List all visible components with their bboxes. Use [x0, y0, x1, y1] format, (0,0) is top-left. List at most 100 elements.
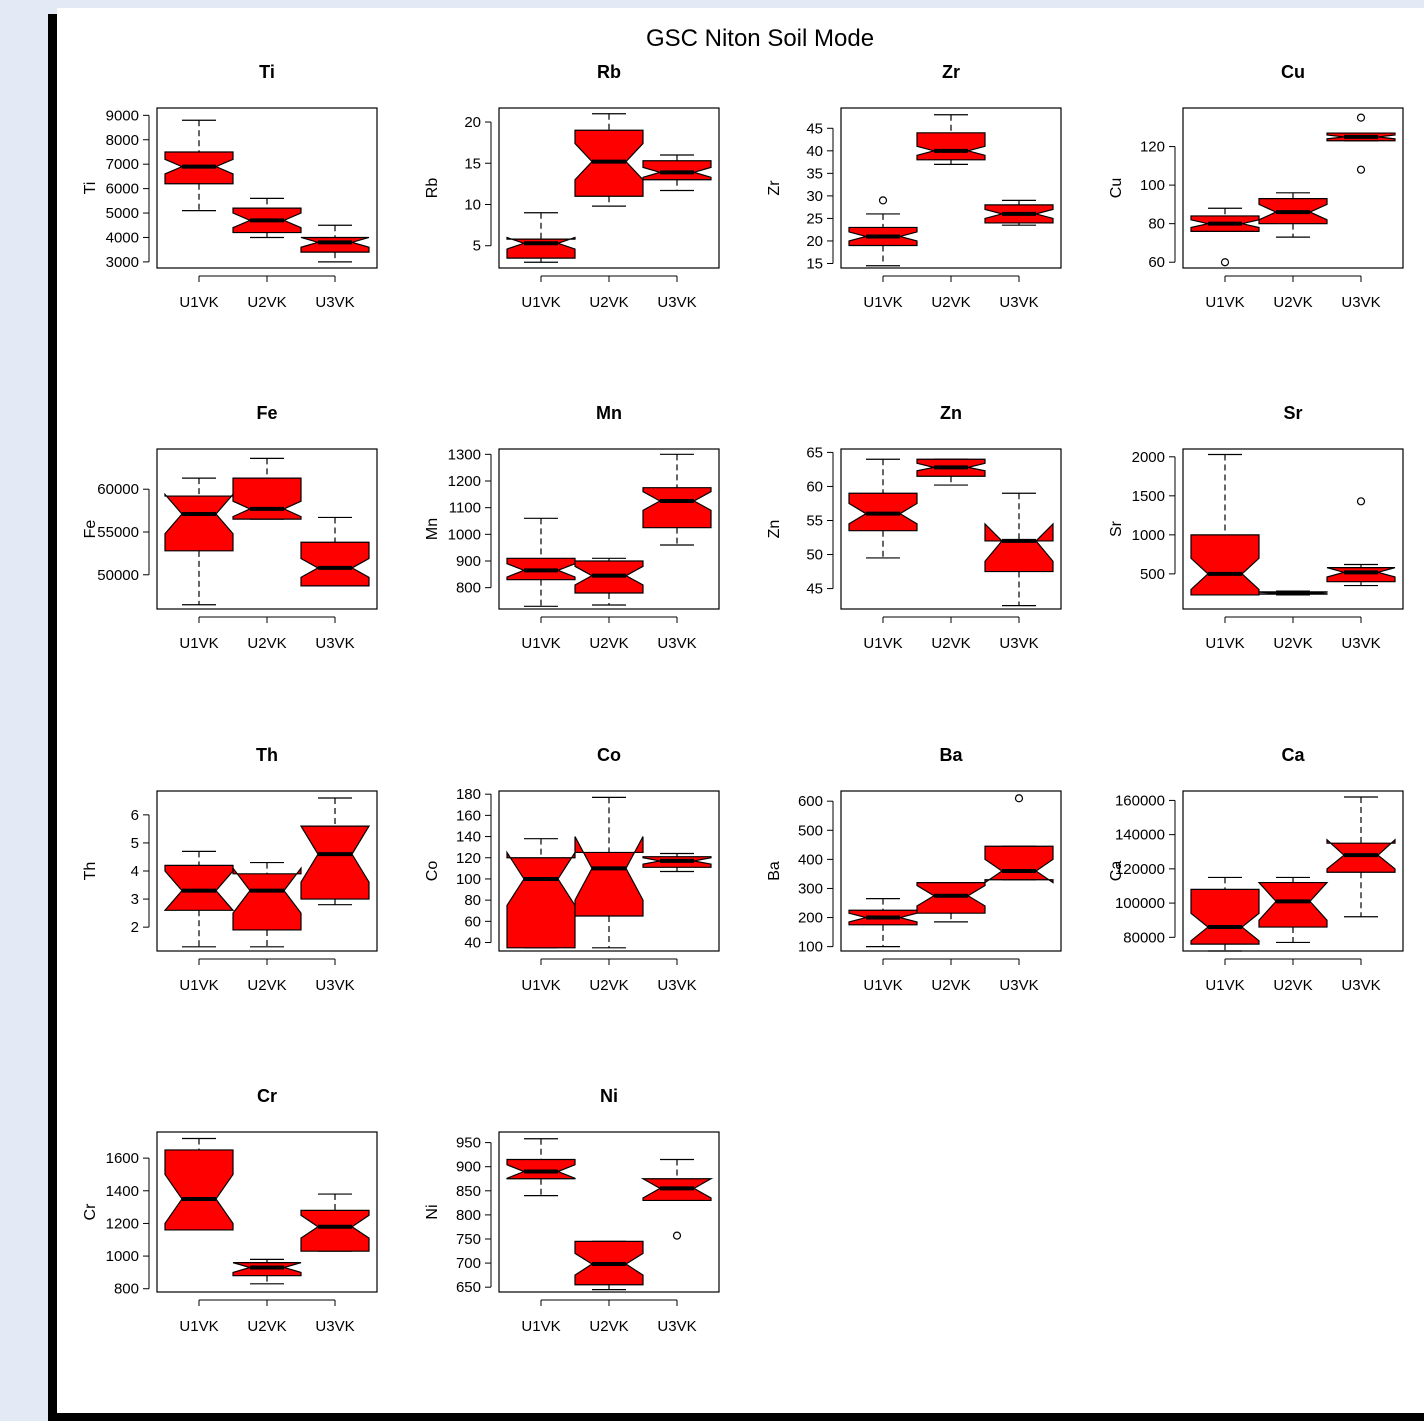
y-axis-label: Ba [766, 861, 783, 881]
panel-title: Zn [940, 403, 962, 423]
box-u3vk [642, 453, 712, 546]
x-tick-label: U3VK [315, 294, 354, 311]
x-tick-label: U3VK [315, 635, 354, 652]
panel-zr: Zr 15 20 25 30 35 40 45 Zr U1VK U2VK U3VK [766, 62, 1062, 311]
y-tick-label: 1200 [448, 473, 481, 490]
y-tick-label: 140000 [1115, 827, 1165, 844]
y-tick-label: 100 [798, 939, 823, 956]
y-tick-label: 30 [806, 188, 823, 205]
box-u3vk [300, 1193, 370, 1252]
y-tick-label: 100 [1140, 177, 1165, 194]
box-u3vk [984, 794, 1054, 884]
plot-frame [156, 790, 378, 952]
notched-box [506, 850, 576, 949]
panel-title: Zr [942, 62, 960, 82]
box-u2vk [1258, 192, 1328, 238]
y-tick-label: 1000 [1132, 527, 1165, 544]
y-tick-label: 60000 [97, 481, 139, 498]
box-u3vk [299, 797, 371, 906]
y-tick-label: 850 [456, 1183, 481, 1200]
y-tick-label: 120 [456, 850, 481, 867]
x-tick-label: U2VK [1273, 294, 1312, 311]
outlier-point [672, 1231, 682, 1240]
y-tick-label: 800 [114, 1281, 139, 1298]
y-tick-label: 55000 [97, 524, 139, 541]
box-u2vk [916, 114, 986, 165]
box-u2vk [574, 557, 644, 606]
y-tick-label: 35 [806, 165, 823, 182]
notched-box [300, 541, 370, 587]
box-u3vk [640, 1158, 714, 1240]
panel-th: Th 2 3 4 5 6 Th U1VK U2VK U3VK [82, 745, 378, 994]
x-tick-label: U1VK [1205, 977, 1244, 994]
y-tick-label: 25 [806, 210, 823, 227]
y-tick-label: 400 [798, 851, 823, 868]
x-tick-label: U2VK [931, 294, 970, 311]
box-u3vk [1326, 796, 1396, 918]
y-tick-label: 6000 [106, 181, 139, 198]
box-u1vk [506, 517, 576, 607]
panel-title: Cr [257, 1086, 277, 1106]
panel-ni: Ni 650 700 750 800 850 900 950 Ni U1VK U2VK U3VK [424, 1086, 720, 1335]
panel-mn: Mn 800 900 1000 1100 1200 1300 Mn U1VK U2VK U3VK [424, 403, 720, 652]
plot-frame [156, 1131, 378, 1293]
y-tick-label: 1300 [448, 446, 481, 463]
plot-frame [156, 448, 378, 610]
x-tick-label: U2VK [247, 1318, 286, 1335]
x-tick-label: U3VK [1341, 294, 1380, 311]
y-tick-label: 600 [798, 793, 823, 810]
y-tick-label: 50 [806, 547, 823, 564]
x-tick-label: U2VK [931, 635, 970, 652]
x-tick-label: U2VK [589, 635, 628, 652]
y-tick-label: 650 [456, 1279, 481, 1296]
box-u1vk [164, 119, 234, 212]
box-u2vk [574, 796, 644, 949]
y-tick-label: 60 [464, 913, 481, 930]
x-tick-label: U2VK [247, 635, 286, 652]
notched-box [163, 864, 235, 911]
outlier-point [1014, 794, 1024, 803]
plot-frame [1182, 790, 1404, 952]
box-u1vk [848, 458, 918, 559]
y-axis-label: Ni [424, 1204, 441, 1219]
y-tick-label: 45 [806, 581, 823, 598]
box-u1vk [848, 196, 918, 267]
y-axis-label: Rb [424, 178, 441, 199]
plot-frame [1182, 448, 1404, 610]
y-tick-label: 750 [456, 1231, 481, 1248]
box-u1vk [1190, 453, 1260, 596]
panel-ca: Ca 80000 100000 120000 140000 160000 Ca U1VK U2V… [1108, 745, 1404, 994]
box-u1vk [163, 850, 235, 948]
y-axis-label: Sr [1108, 520, 1125, 537]
notched-box [164, 1149, 234, 1231]
y-tick-label: 1500 [1132, 488, 1165, 505]
y-axis-label: Ti [82, 182, 99, 195]
panel-cu: Cu 60 80 100 120 Cu U1VK U2VK U3VK [1108, 62, 1404, 311]
y-tick-label: 15 [464, 155, 481, 172]
y-tick-label: 20 [806, 233, 823, 250]
panel-title: Co [597, 745, 621, 765]
y-tick-label: 45 [806, 120, 823, 137]
box-u1vk [506, 838, 576, 949]
y-tick-label: 8000 [106, 132, 139, 149]
box-u1vk [1190, 207, 1260, 267]
y-tick-label: 1200 [106, 1215, 139, 1232]
x-tick-label: U1VK [521, 977, 560, 994]
panel-cr: Cr 800 1000 1200 1400 1600 Cr U1VK U2VK U3VK [82, 1086, 378, 1335]
y-axis-label: Cu [1108, 178, 1125, 198]
y-tick-label: 4000 [106, 229, 139, 246]
box-u3vk [1326, 497, 1396, 587]
y-tick-label: 120 [1140, 139, 1165, 156]
y-axis-label: Co [424, 861, 441, 882]
y-tick-label: 140 [456, 829, 481, 846]
y-tick-label: 1600 [106, 1150, 139, 1167]
figure-background [57, 8, 1424, 1413]
x-tick-label: U3VK [999, 977, 1038, 994]
y-tick-label: 80000 [1123, 929, 1165, 946]
y-tick-label: 80 [464, 892, 481, 909]
notched-box [642, 487, 712, 529]
x-tick-label: U1VK [521, 1318, 560, 1335]
y-tick-label: 55 [806, 512, 823, 529]
box-u2vk [916, 882, 986, 923]
y-tick-label: 3 [131, 891, 139, 908]
